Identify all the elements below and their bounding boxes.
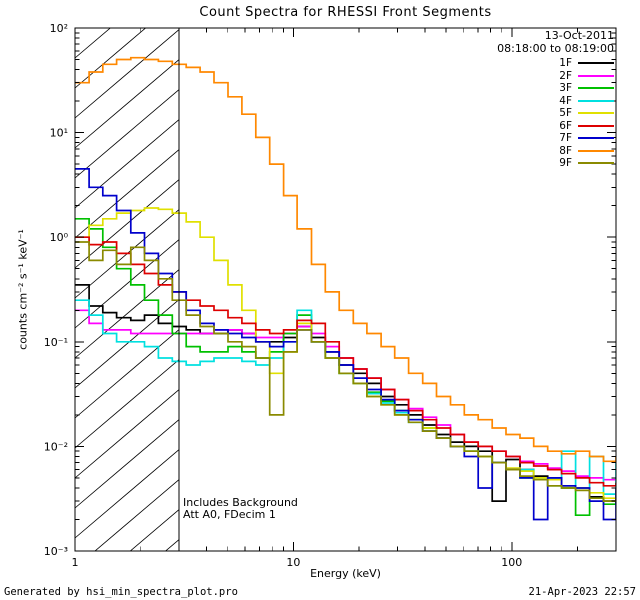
axis-ticks <box>74 27 616 552</box>
generator-credit: Generated by hsi_min_spectra_plot.pro <box>4 586 238 598</box>
generation-timestamp: 21-Apr-2023 22:57 <box>528 586 636 598</box>
series-9F <box>75 241 616 502</box>
series-6F <box>75 236 616 487</box>
x-tick-label: 100 <box>501 556 522 569</box>
y-tick-label: 10² <box>50 22 68 35</box>
tick-labels: 10⁻³ 10⁻² 10⁻¹ 10⁰ 10¹ 10² 1 10 100 <box>44 22 523 569</box>
legend-item-5F: 5F <box>559 107 614 120</box>
series-5F <box>75 207 616 500</box>
legend-label: 3F <box>559 82 572 95</box>
series-7F <box>75 168 616 521</box>
series-8F <box>75 56 616 463</box>
legend-item-9F: 9F <box>559 157 614 170</box>
series-3F <box>75 217 616 517</box>
legend-color-line <box>578 99 614 102</box>
legend-color-line <box>578 112 614 115</box>
legend-color-line <box>578 162 614 165</box>
legend-label: 5F <box>559 107 572 120</box>
observation-date: 13-Oct-2011 <box>544 29 614 42</box>
series-2F <box>75 309 616 481</box>
x-tick-label: 10 <box>286 556 300 569</box>
legend: 1F 2F 3F 4F 5F 6F 7F 8F 9F <box>559 57 614 170</box>
legend-label: 7F <box>559 132 572 145</box>
observation-time-range: 08:18:00 to 08:19:00 <box>497 42 614 55</box>
legend-item-2F: 2F <box>559 70 614 83</box>
legend-label: 8F <box>559 144 572 157</box>
legend-label: 4F <box>559 94 572 107</box>
hatch-region <box>75 28 180 551</box>
annotation-background: Includes Background <box>183 496 298 509</box>
legend-color-line <box>578 74 614 77</box>
legend-label: 6F <box>559 119 572 132</box>
legend-color-line <box>578 62 614 65</box>
legend-item-3F: 3F <box>559 82 614 95</box>
plot-frame <box>74 27 617 552</box>
series-4F <box>75 299 616 495</box>
x-axis-label: Energy (keV) <box>310 567 381 580</box>
y-axis-label: counts cm⁻² s⁻¹ keV⁻¹ <box>16 229 30 350</box>
legend-color-line <box>578 137 614 140</box>
annotation-attenuation: Att A0, FDecim 1 <box>183 507 276 521</box>
legend-label: 1F <box>559 57 572 70</box>
legend-item-7F: 7F <box>559 132 614 145</box>
legend-color-line <box>578 124 614 127</box>
plot-annotations: Includes Background Att A0, FDecim 1 <box>183 497 298 520</box>
legend-label: 2F <box>559 69 572 82</box>
legend-item-6F: 6F <box>559 120 614 133</box>
x-tick-label: 1 <box>72 556 79 569</box>
series-group <box>75 56 616 521</box>
chart-title: Count Spectra for RHESSI Front Segments <box>199 5 492 20</box>
y-tick-label: 10⁰ <box>50 231 69 244</box>
legend-color-line <box>578 149 614 152</box>
legend-item-1F: 1F <box>559 57 614 70</box>
legend-item-4F: 4F <box>559 95 614 108</box>
y-tick-label: 10⁻¹ <box>44 336 68 349</box>
legend-item-8F: 8F <box>559 145 614 158</box>
legend-color-line <box>578 87 614 90</box>
observation-header: 13-Oct-2011 08:18:00 to 08:19:00 <box>497 29 614 55</box>
y-tick-label: 10¹ <box>50 127 68 140</box>
y-tick-label: 10⁻² <box>44 440 68 453</box>
y-tick-label: 10⁻³ <box>44 545 68 558</box>
legend-label: 9F <box>559 157 572 170</box>
